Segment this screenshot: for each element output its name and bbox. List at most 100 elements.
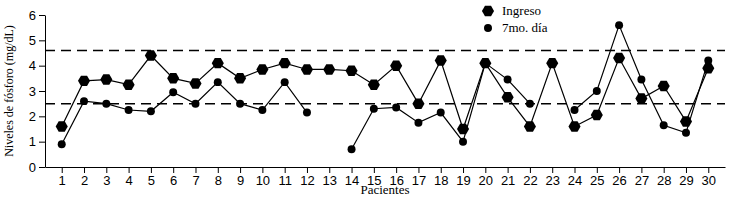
x-tick-mark xyxy=(530,167,531,173)
series-marker xyxy=(189,78,201,88)
x-tick-mark xyxy=(708,167,709,173)
x-tick-label: 19 xyxy=(456,173,470,188)
x-tick-label: 30 xyxy=(702,173,716,188)
y-axis-title: Niveles de fósforo (mg/dL) xyxy=(2,25,16,157)
y-tick-mark xyxy=(39,91,45,92)
x-tick-mark xyxy=(619,167,620,173)
series-marker xyxy=(615,21,623,29)
x-tick-mark xyxy=(441,167,442,173)
series-marker xyxy=(80,97,88,105)
x-tick-mark xyxy=(575,167,576,173)
series-marker xyxy=(169,88,177,96)
y-tick-mark xyxy=(39,15,45,16)
series-marker xyxy=(568,121,580,131)
y-axis-line xyxy=(45,16,46,168)
y-tick-mark xyxy=(39,66,45,67)
series-marker xyxy=(459,138,467,146)
x-tick: 23 xyxy=(545,167,559,188)
series-marker xyxy=(348,145,356,153)
x-tick: 4 xyxy=(125,167,132,188)
x-tick-label: 11 xyxy=(278,173,292,188)
x-tick: 12 xyxy=(300,167,314,188)
series-marker xyxy=(236,100,244,108)
x-tick-mark xyxy=(262,167,263,173)
series-marker xyxy=(258,106,266,114)
y-tick-label: 4 xyxy=(29,58,36,73)
x-tick-label: 21 xyxy=(501,173,515,188)
series-marker xyxy=(571,106,579,114)
series-marker xyxy=(504,76,512,84)
y-tick-label: 5 xyxy=(29,33,36,48)
y-axis: 0123456 xyxy=(29,8,46,175)
x-tick-label: 26 xyxy=(612,173,626,188)
series-marker xyxy=(658,81,670,91)
x-tick-mark xyxy=(664,167,665,173)
x-tick-label: 9 xyxy=(237,173,244,188)
x-tick-label: 20 xyxy=(479,173,493,188)
y-tick-mark xyxy=(39,167,45,168)
series-marker xyxy=(192,100,200,108)
x-tick: 5 xyxy=(148,167,155,188)
x-axis-line xyxy=(46,167,726,168)
x-tick-mark xyxy=(329,167,330,173)
x-tick-mark xyxy=(641,167,642,173)
reference-line xyxy=(45,103,725,105)
x-tick-mark xyxy=(240,167,241,173)
series-marker xyxy=(591,110,603,120)
x-tick-label: 14 xyxy=(345,173,359,188)
x-tick-mark xyxy=(307,167,308,173)
series-marker xyxy=(281,78,289,86)
x-tick: 27 xyxy=(635,167,649,188)
y-tick-mark xyxy=(39,40,45,41)
x-tick: 24 xyxy=(568,167,582,188)
x-tick-mark xyxy=(396,167,397,173)
series-marker xyxy=(435,55,447,65)
y-tick-label: 2 xyxy=(29,109,36,124)
series-marker xyxy=(704,57,712,65)
x-tick-mark xyxy=(597,167,598,173)
series-marker xyxy=(635,93,647,103)
x-tick-mark xyxy=(285,167,286,173)
x-tick-mark xyxy=(106,167,107,173)
x-tick: 2 xyxy=(81,167,88,188)
x-tick: 1 xyxy=(59,167,66,188)
series-marker xyxy=(303,109,311,117)
series-marker xyxy=(167,73,179,83)
x-tick: 9 xyxy=(237,167,244,188)
x-tick-mark xyxy=(418,167,419,173)
legend-marker xyxy=(484,24,492,32)
x-tick-label: 4 xyxy=(125,173,132,188)
x-tick-label: 25 xyxy=(590,173,604,188)
series-marker xyxy=(145,50,157,60)
chart: 0123456123456789101112131415161718192021… xyxy=(0,0,730,197)
x-tick: 25 xyxy=(590,167,604,188)
x-tick: 21 xyxy=(501,167,515,188)
series-marker xyxy=(234,73,246,83)
series-marker xyxy=(637,76,645,84)
series-marker xyxy=(412,98,424,108)
series-marker xyxy=(123,79,135,89)
x-tick: 10 xyxy=(256,167,270,188)
x-tick: 7 xyxy=(192,167,199,188)
series-marker xyxy=(78,76,90,86)
x-tick-label: 13 xyxy=(323,173,337,188)
x-tick-label: 22 xyxy=(523,173,537,188)
series-marker xyxy=(593,87,601,95)
x-tick-mark xyxy=(508,167,509,173)
series-marker xyxy=(147,107,155,115)
x-tick-mark xyxy=(151,167,152,173)
series-marker xyxy=(502,92,514,102)
x-tick-mark xyxy=(686,167,687,173)
series-marker xyxy=(301,64,313,74)
y-tick-mark xyxy=(39,142,45,143)
x-tick-label: 23 xyxy=(545,173,559,188)
series-marker xyxy=(212,58,224,68)
series-marker xyxy=(546,58,558,68)
x-tick: 28 xyxy=(657,167,671,188)
series-marker xyxy=(481,59,489,67)
x-tick-label: 3 xyxy=(103,173,110,188)
x-tick: 20 xyxy=(479,167,493,188)
x-tick-label: 24 xyxy=(568,173,582,188)
x-tick: 22 xyxy=(523,167,537,188)
y-tick: 4 xyxy=(29,58,45,73)
